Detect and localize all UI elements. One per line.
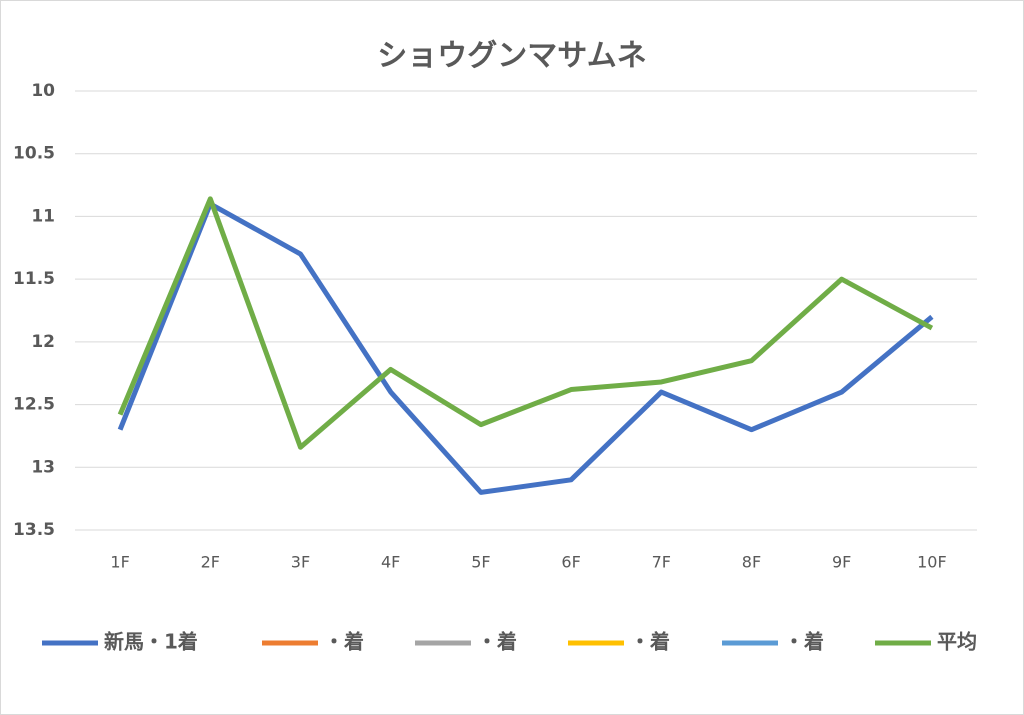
x-tick-label: 10F [917,553,947,572]
series-line [117,201,934,495]
y-tick-label: 11.5 [13,269,55,289]
x-tick-label: 6F [561,553,580,572]
x-tick-label: 9F [832,553,851,572]
x-tick-label: 7F [652,553,671,572]
y-tick-label: 12.5 [13,395,55,415]
y-tick-label: 10 [31,81,55,101]
y-tick-label: 13 [31,457,55,477]
legend-label: ・着 [324,630,364,654]
x-tick-label: 5F [471,553,490,572]
legend-label: ・着 [477,630,517,654]
chart-title: ショウグンマサムネ [377,39,646,74]
series-line [117,196,934,450]
legend-label: ・着 [784,630,824,654]
y-tick-label: 13.5 [13,520,55,540]
legend-label: ・着 [630,630,670,654]
legend-label: 新馬・1着 [104,630,198,654]
x-tick-label: 4F [381,553,400,572]
x-tick-label: 1F [110,553,129,572]
x-tick-label: 2F [201,553,220,572]
y-tick-label: 11 [31,206,55,226]
legend-label: 平均 [937,630,977,654]
x-tick-label: 3F [291,553,310,572]
y-tick-label: 12 [31,332,55,352]
y-tick-label: 10.5 [13,144,55,164]
x-tick-label: 8F [742,553,761,572]
